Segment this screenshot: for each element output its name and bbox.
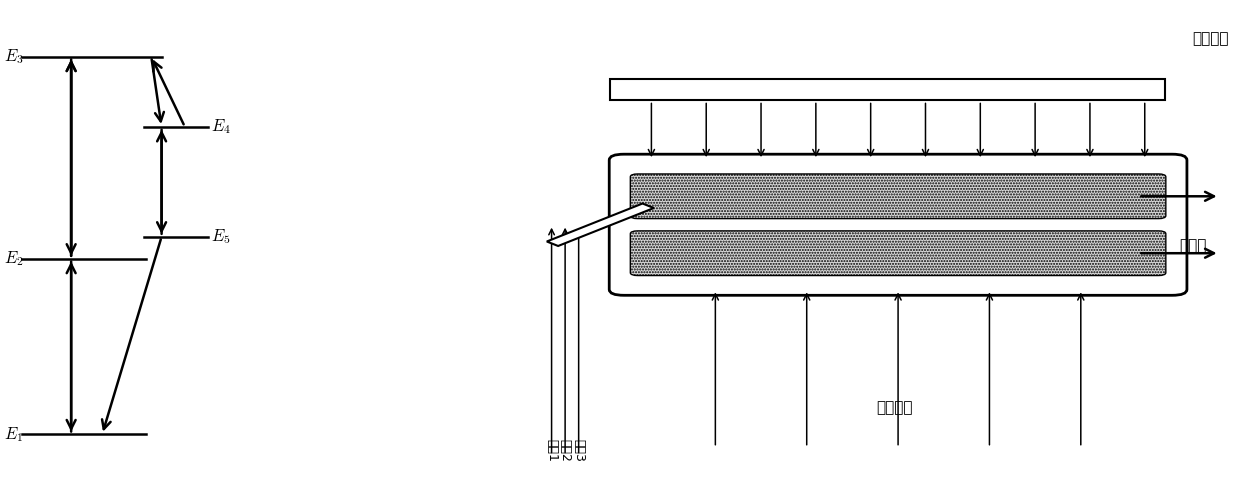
Text: $E_3$: $E_3$ xyxy=(4,47,24,66)
Text: 蒋汽池: 蒋汽池 xyxy=(1180,238,1207,253)
Bar xyxy=(611,79,1166,101)
Text: $E_2$: $E_2$ xyxy=(4,249,24,268)
Text: 激光2: 激光2 xyxy=(559,439,571,462)
Text: 激光3: 激光3 xyxy=(572,439,585,462)
Text: $E_1$: $E_1$ xyxy=(4,425,24,444)
FancyBboxPatch shape xyxy=(631,174,1166,218)
Text: $E_4$: $E_4$ xyxy=(211,117,230,136)
Text: 射频天线: 射频天线 xyxy=(1192,31,1229,47)
FancyBboxPatch shape xyxy=(631,231,1166,275)
Text: $E_5$: $E_5$ xyxy=(211,227,230,246)
FancyBboxPatch shape xyxy=(610,154,1187,295)
Text: 射频电场: 射频电场 xyxy=(876,401,913,415)
Bar xyxy=(546,203,654,246)
Text: 激光1: 激光1 xyxy=(545,439,558,462)
